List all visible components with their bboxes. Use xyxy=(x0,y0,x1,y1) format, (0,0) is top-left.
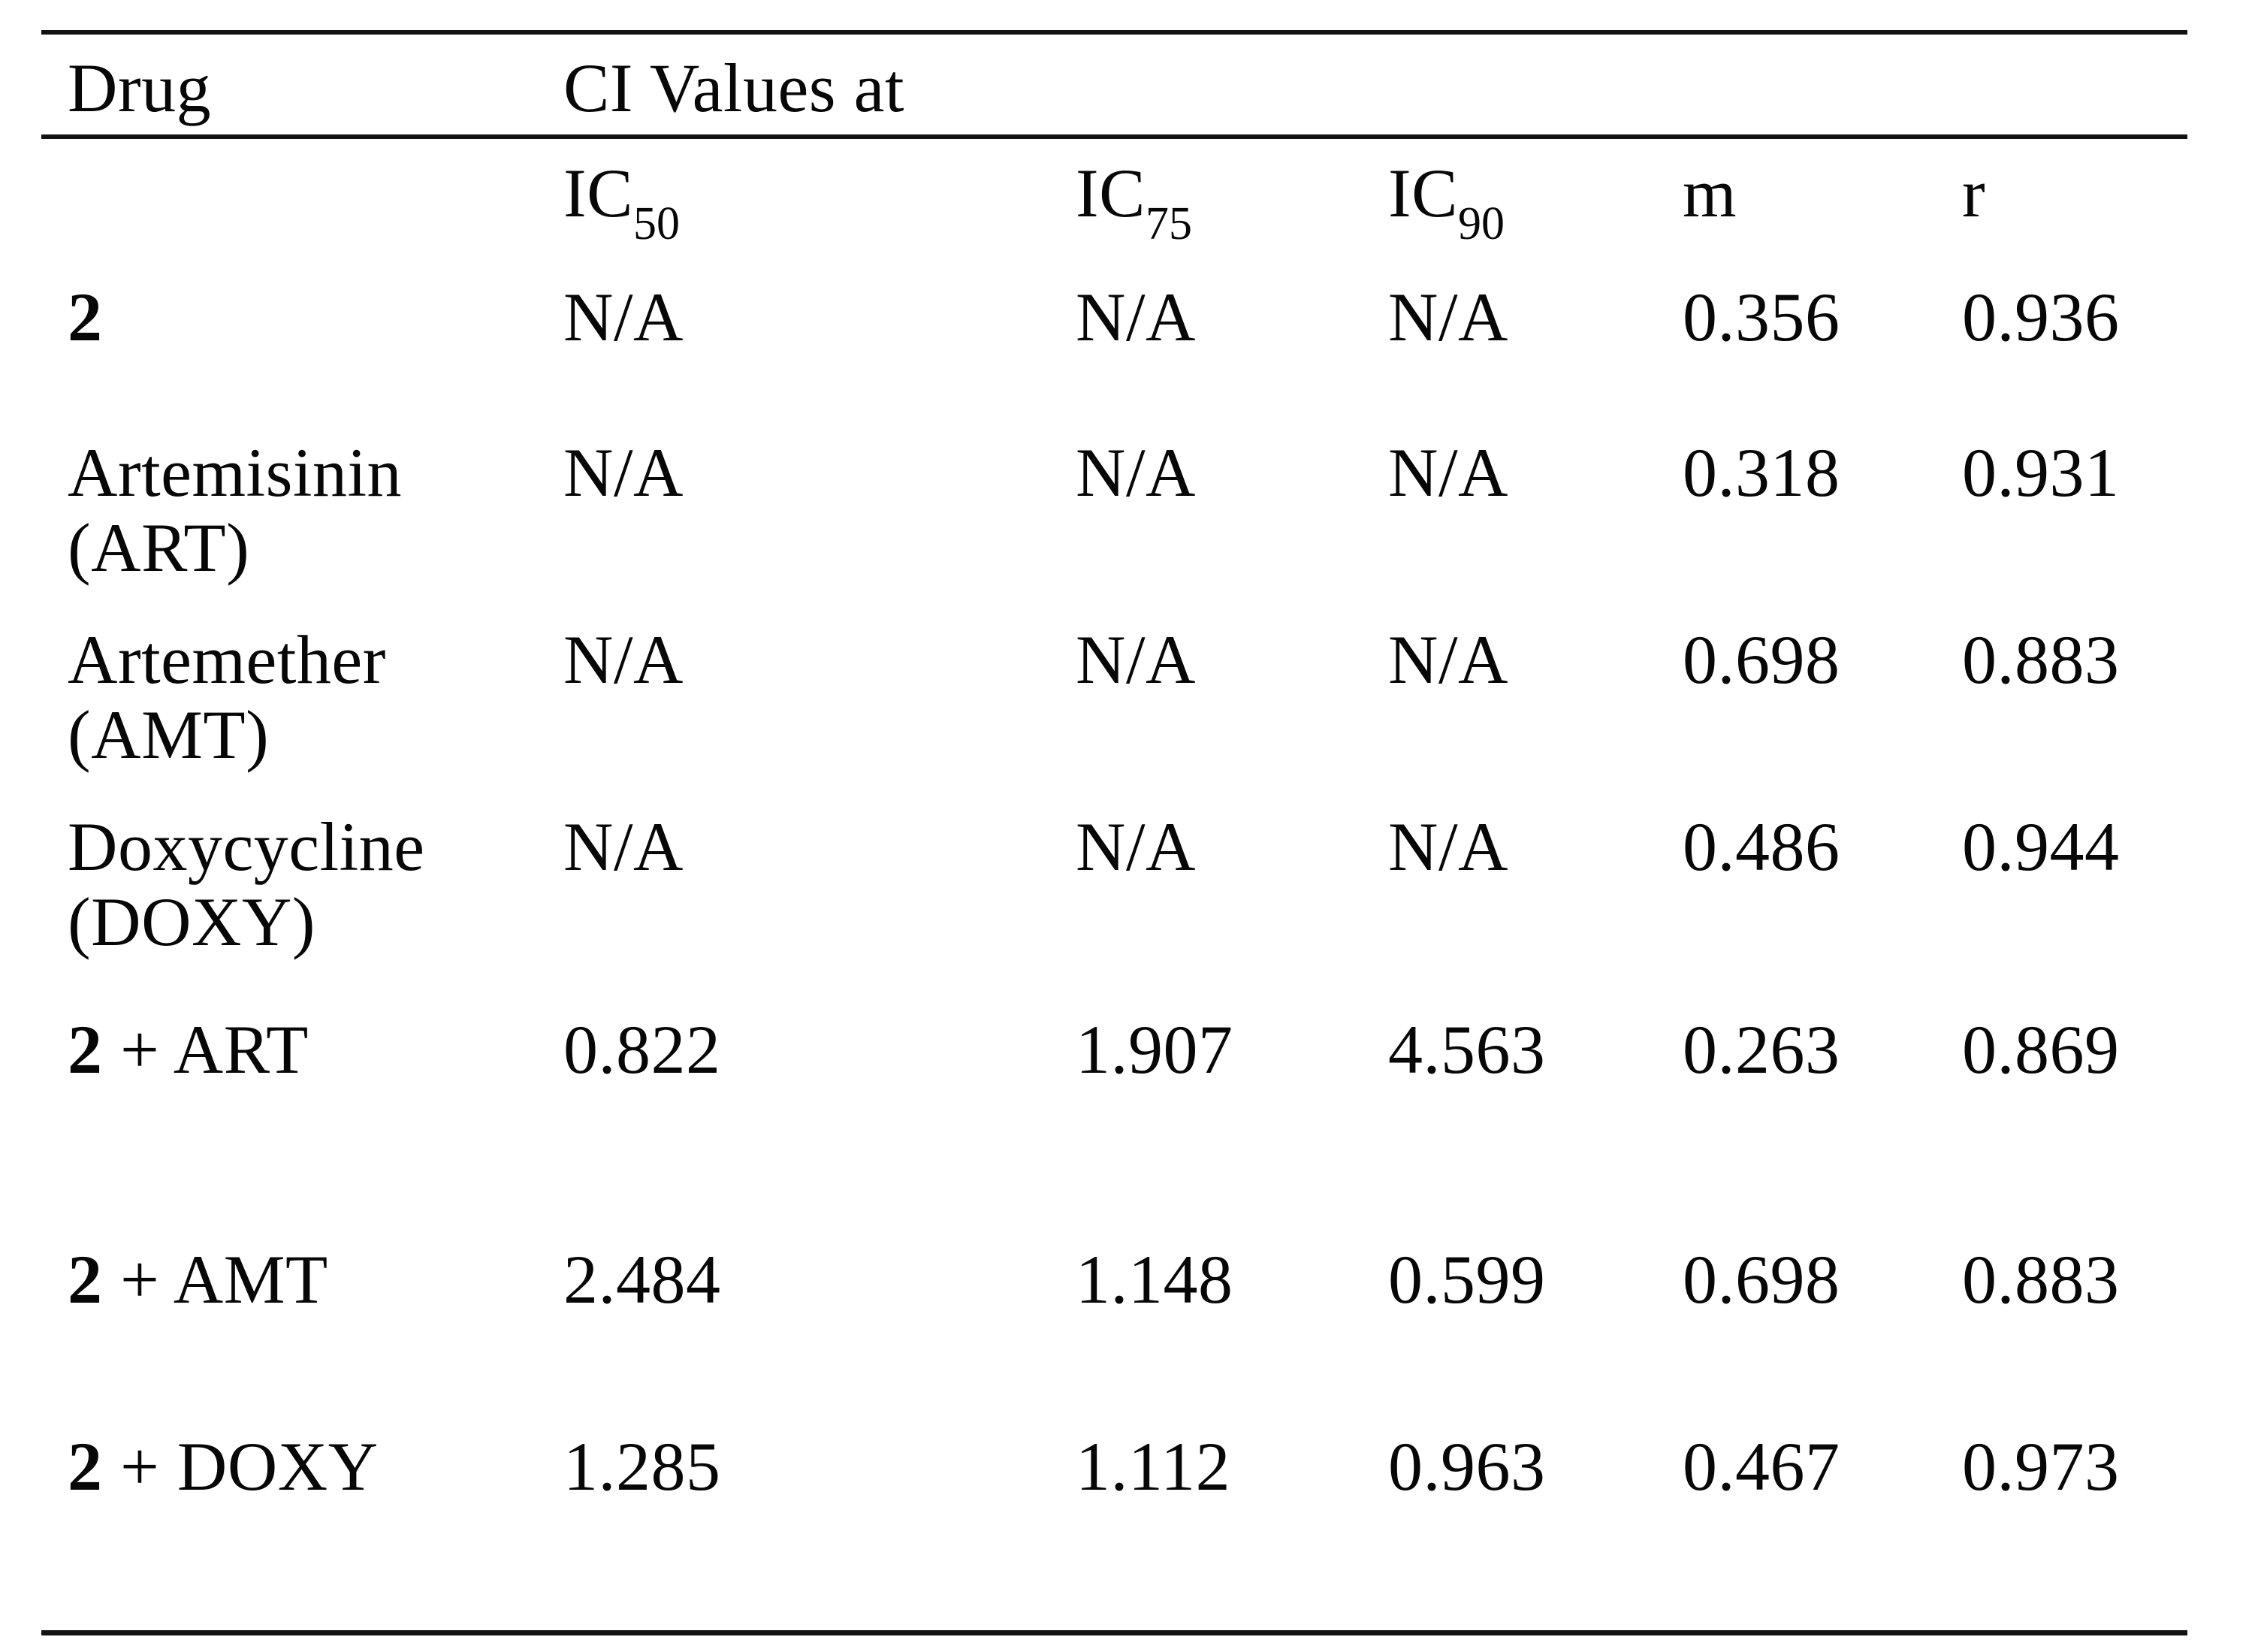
cell-ic50: N/A xyxy=(563,434,684,511)
cell-m: 0.318 xyxy=(1683,434,1840,511)
cell-m: 0.698 xyxy=(1683,1241,1840,1318)
drug-name: 2 xyxy=(68,279,103,355)
cell-ic90: N/A xyxy=(1388,808,1508,885)
cell-r: 0.931 xyxy=(1962,434,2120,511)
cell-ic75: N/A xyxy=(1076,279,1196,355)
drug-name: Artemisinin (ART) xyxy=(68,434,403,586)
cell-m: 0.486 xyxy=(1683,808,1840,885)
cell-ic50: 1.285 xyxy=(563,1428,721,1505)
cell-r: 0.883 xyxy=(1962,621,2120,698)
cell-ic75: 1.907 xyxy=(1076,1011,1233,1088)
cell-ic50: 0.822 xyxy=(563,1011,721,1088)
cell-ic50: N/A xyxy=(563,621,684,698)
drug-name: 2 + AMT xyxy=(68,1241,328,1318)
ci-values-group-header: CI Values at xyxy=(563,50,905,126)
cell-ic90: 0.599 xyxy=(1388,1241,1546,1318)
cell-r: 0.973 xyxy=(1962,1428,2120,1505)
cell-m: 0.263 xyxy=(1683,1011,1840,1088)
column-header-ic50: IC50 xyxy=(563,155,680,249)
drug-name: 2 + DOXY xyxy=(68,1428,379,1505)
cell-m: 0.467 xyxy=(1683,1428,1840,1505)
cell-m: 0.698 xyxy=(1683,621,1840,698)
cell-r: 0.936 xyxy=(1962,279,2120,355)
drug-abbreviation: (AMT) xyxy=(68,696,270,773)
table-top-rule xyxy=(41,30,2187,35)
drug-name: Artemether (AMT) xyxy=(68,621,386,773)
drug-column-header: Drug xyxy=(68,50,212,126)
cell-ic90: N/A xyxy=(1388,621,1508,698)
cell-ic75: N/A xyxy=(1076,808,1196,885)
column-header-m: m xyxy=(1683,155,1737,231)
cell-ic50: N/A xyxy=(563,279,684,355)
cell-m: 0.356 xyxy=(1683,279,1840,355)
drug-abbreviation: (ART) xyxy=(68,509,250,586)
column-header-ic75: IC75 xyxy=(1076,155,1192,249)
ic90-subscript: 90 xyxy=(1458,198,1505,249)
cell-ic75: N/A xyxy=(1076,434,1196,511)
cell-r: 0.944 xyxy=(1962,808,2120,885)
cell-ic90: 4.563 xyxy=(1388,1011,1546,1088)
cell-ic75: 1.148 xyxy=(1076,1241,1233,1318)
column-header-r: r xyxy=(1962,155,1986,231)
ic50-subscript: 50 xyxy=(633,198,680,249)
cell-ic75: 1.112 xyxy=(1076,1428,1231,1505)
cell-ic50: 2.484 xyxy=(563,1241,721,1318)
cell-ic75: N/A xyxy=(1076,621,1196,698)
cell-ic90: 0.963 xyxy=(1388,1428,1546,1505)
ic75-subscript: 75 xyxy=(1146,198,1192,249)
cell-ic90: N/A xyxy=(1388,434,1508,511)
drug-name: Doxycycline (DOXY) xyxy=(68,808,425,960)
cell-ic90: N/A xyxy=(1388,279,1508,355)
drug-name: 2 + ART xyxy=(68,1011,309,1088)
cell-ic50: N/A xyxy=(563,808,684,885)
table-header-rule xyxy=(41,134,2187,139)
table-bottom-rule xyxy=(41,1630,2187,1635)
cell-r: 0.883 xyxy=(1962,1241,2120,1318)
column-header-ic90: IC90 xyxy=(1388,155,1505,249)
drug-abbreviation: (DOXY) xyxy=(68,883,316,960)
cell-r: 0.869 xyxy=(1962,1011,2120,1088)
